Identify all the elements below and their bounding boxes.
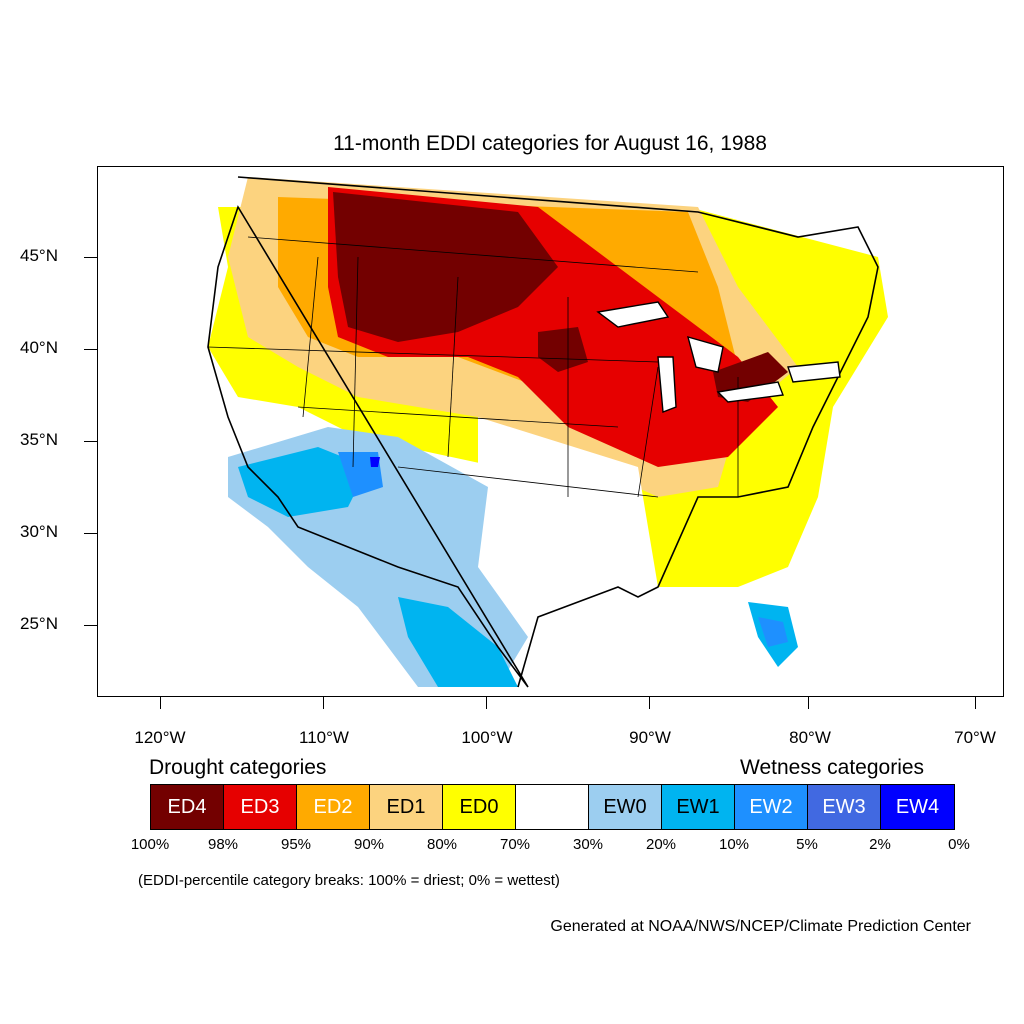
legend-box-ed4: ED4 [151,785,224,829]
percent-break-label: 70% [499,836,531,853]
legend-box-ed1: ED1 [370,785,443,829]
lon-tick [808,697,809,709]
lat-label: 40°N [20,338,58,357]
legend-box-ed2: ED2 [297,785,370,829]
lat-tick [84,533,97,534]
ew1-region [238,447,368,517]
legend-box-ew4: EW4 [881,785,954,829]
credit-line: Generated at NOAA/NWS/NCEP/Climate Predi… [550,918,971,935]
lon-label: 80°W [789,728,831,747]
eddi-map [207,176,888,688]
lat-tick [84,625,97,626]
percent-break-label: 5% [796,836,818,853]
lat-label: 30°N [20,522,58,541]
ew4-region [370,457,380,467]
category-regions [208,177,888,687]
percent-break-label: 90% [353,836,385,853]
percent-break-label: 2% [869,836,891,853]
category-note: (EDDI-percentile category breaks: 100% =… [138,872,560,889]
map-title: 11-month EDDI categories for August 16, … [333,132,767,155]
ed4-region [333,192,558,342]
lon-label: 90°W [629,728,671,747]
legend-box-ed3: ED3 [224,785,297,829]
lat-tick [84,257,97,258]
great-lakes [596,301,841,413]
lon-tick [323,697,324,709]
legend-box-ew3: EW3 [808,785,881,829]
state-borders [207,236,739,498]
legend-bar: ED4 ED3 ED2 ED1 ED0 EW0 EW1 EW2 EW3 EW4 [150,784,955,830]
lat-label: 45°N [20,246,58,265]
legend-box-ed0: ED0 [443,785,516,829]
legend-box-normal [516,785,589,829]
drought-categories-header: Drought categories [149,756,327,779]
normal-region [478,417,658,617]
lat-tick [84,349,97,350]
lon-label: 100°W [461,728,513,747]
wetness-categories-header: Wetness categories [740,756,925,779]
legend-box-ew2: EW2 [735,785,808,829]
percent-break-label: 100% [130,836,170,853]
lat-label: 25°N [20,614,58,633]
percent-break-label: 98% [207,836,239,853]
coastline [207,176,879,688]
percent-break-label: 95% [280,836,312,853]
lat-label: 35°N [20,430,58,449]
ew1-region-texas [398,597,518,687]
percent-break-label: 20% [645,836,677,853]
ed4-region-midwest [538,327,588,372]
lon-tick [649,697,650,709]
percent-break-label: 10% [718,836,750,853]
legend-box-ew0: EW0 [589,785,662,829]
lon-label: 110°W [299,728,349,747]
lon-tick [160,697,161,709]
lat-tick [84,441,97,442]
map-plot-area [97,166,1004,697]
ew2-florida-region [758,617,788,647]
legend-box-ew1: EW1 [662,785,735,829]
percent-break-label: 0% [948,836,970,853]
lon-tick [975,697,976,709]
percent-break-label: 30% [572,836,604,853]
percent-break-label: 80% [426,836,458,853]
lon-label: 120°W [134,728,186,747]
lon-tick [486,697,487,709]
lon-label: 70°W [954,728,996,747]
